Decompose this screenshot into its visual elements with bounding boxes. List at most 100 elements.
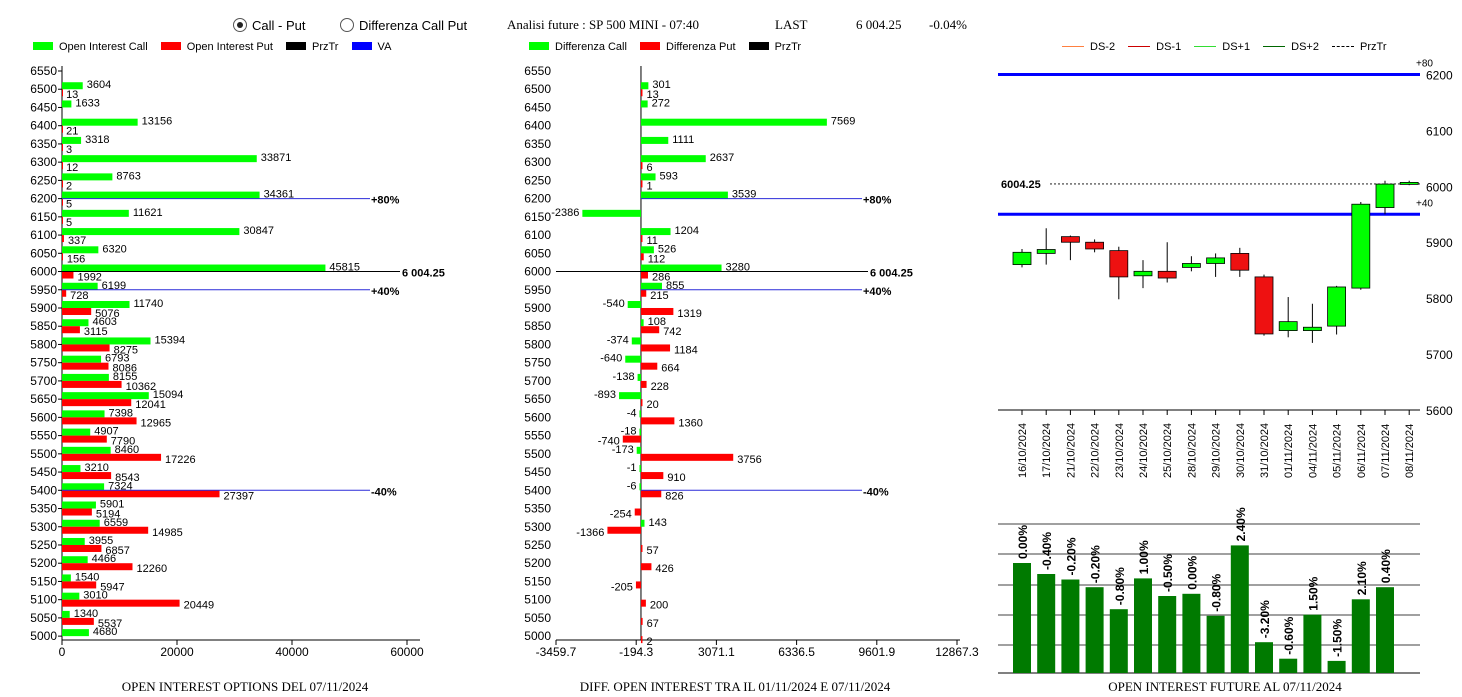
chart1-ytick-label: 5800	[30, 337, 57, 351]
chart4-bar	[1182, 593, 1201, 673]
chart1-ytick-label: 6400	[30, 119, 57, 133]
chart2-level-label: -40%	[863, 486, 889, 498]
chart1-call-bar	[62, 264, 326, 272]
chart1-ytick-label: 6550	[30, 64, 57, 78]
chart2-put-label: 664	[661, 363, 679, 375]
chart2-call-bar	[640, 191, 728, 199]
chart1-ytick-label: 6150	[30, 210, 57, 224]
chart1-call-bar	[62, 100, 72, 108]
chart2-ytick-label: 5550	[524, 429, 551, 443]
chart2-call-bar	[640, 246, 654, 254]
chart1-call-bar	[62, 465, 81, 473]
chart3-candle-body	[1303, 326, 1322, 331]
chart1-put-bar	[62, 581, 97, 589]
legend-przt-dashed-label: PrzTr	[1360, 41, 1387, 53]
chart4-bar	[1158, 596, 1177, 673]
chart1-xtick-label: 20000	[160, 645, 194, 659]
chart1-put-label: 8086	[112, 363, 136, 375]
chart4-bar	[1327, 660, 1346, 673]
chart1-call-bar	[62, 118, 138, 126]
chart1-call-bar	[62, 337, 151, 345]
chart2-put-label: 11	[646, 235, 657, 247]
chart1-put-bar	[62, 544, 102, 552]
chart4-bar-label: 2.40%	[1234, 507, 1248, 541]
chart4-bar	[1013, 563, 1031, 673]
chart2-put-bar	[640, 617, 643, 625]
chart1-call-bar	[62, 155, 257, 163]
chart1-call-label: 30847	[243, 225, 274, 237]
chart3-date-label: 01/11/2024	[1283, 424, 1295, 478]
chart1-ytick-label: 5850	[30, 319, 57, 333]
radio-differenza[interactable]: Differenza Call Put	[340, 18, 467, 33]
chart2-level-label: 6 004.25	[870, 268, 913, 280]
chart2-ytick-label: 6200	[524, 192, 551, 206]
chart4-bar	[1279, 658, 1298, 673]
chart2-call-bar	[640, 136, 669, 144]
chart2-put-label: 20	[646, 399, 658, 411]
legend-ds-p1: DS+1	[1194, 41, 1250, 53]
chart2-call-label: -18	[621, 426, 637, 438]
chart2-put-label: 1184	[674, 344, 698, 356]
chart4-bar-label: -0.80%	[1210, 573, 1224, 611]
chart3-date-label: 21/10/2024	[1065, 423, 1077, 478]
chart1-ytick-label: 5000	[30, 629, 57, 643]
chart1-put-label: 3	[66, 144, 72, 156]
chart1-put-label: 8543	[115, 472, 139, 484]
chart2-put-label: 112	[648, 253, 666, 265]
chart4-bar	[1230, 545, 1249, 673]
chart2-ytick-label: 6100	[524, 228, 551, 242]
chart2-call-bar	[631, 337, 641, 345]
chart2-ytick-label: 5150	[524, 574, 551, 588]
chart1-call-bar	[62, 519, 100, 527]
chart4-bar-label: -0.40%	[1040, 532, 1054, 570]
chart1-ytick-label: 6100	[30, 228, 57, 242]
chart2-ytick-label: 6250	[524, 173, 551, 187]
chart2-call-bar	[636, 446, 641, 454]
chart3-date-label: 23/10/2024	[1114, 423, 1126, 478]
chart2-put-bar	[640, 380, 647, 388]
chart4-bar-label: 0.40%	[1379, 549, 1393, 583]
chart3-ytick-label: 6200	[1426, 68, 1453, 82]
chart1-put-label: 156	[67, 253, 85, 265]
chart2-call-bar	[625, 355, 641, 363]
chart1-xtick-label: 60000	[390, 645, 424, 659]
legend-przt-label: PrzTr	[312, 41, 339, 53]
caption-diff: DIFF. OPEN INTEREST TRA IL 01/11/2024 E …	[579, 679, 891, 694]
chart2-put-bar	[640, 453, 734, 461]
chart2-xtick-label: 6336.5	[778, 645, 815, 659]
chart1-level-label: -40%	[371, 486, 397, 498]
chart3-va-label: +40	[1416, 198, 1433, 209]
chart3-candle-body	[1351, 203, 1371, 289]
chart1-ytick-label: 5100	[30, 593, 57, 607]
chart1-call-bar	[62, 173, 113, 181]
chart2-call-bar	[639, 410, 641, 418]
chart2-put-bar	[640, 490, 662, 498]
legend-options: Open Interest Call Open Interest Put Prz…	[33, 41, 401, 53]
chart2-ytick-label: 6550	[524, 64, 551, 78]
chart1-ytick-label: 5600	[30, 410, 57, 424]
chart1-ytick-label: 5150	[30, 574, 57, 588]
chart1-put-bar	[62, 125, 63, 133]
chart1-put-bar	[62, 380, 122, 388]
caption-future: OPEN INTEREST FUTURE AL 07/11/2024	[1108, 679, 1342, 694]
chart3-candle-body	[1061, 236, 1080, 243]
chart3-candle-body	[1036, 249, 1056, 254]
chart1-call-label: 4907	[94, 426, 118, 438]
chart1-put-label: 5	[66, 217, 72, 229]
chart1-call-label: 11740	[134, 298, 164, 310]
legend-diff-call-label: Differenza Call	[555, 41, 627, 53]
chart2-put-label: 910	[667, 472, 685, 484]
chart2-ytick-label: 6000	[524, 265, 551, 279]
chart2-call-label: -893	[594, 389, 616, 401]
chart1-put-label: 2	[66, 180, 72, 192]
chart3-date-label: 24/10/2024	[1138, 423, 1150, 478]
chart1-put-label: 5947	[100, 581, 124, 593]
chart1-call-bar	[62, 209, 129, 217]
chart2-call-bar	[640, 82, 649, 90]
chart1-call-label: 4603	[92, 316, 116, 328]
chart3-date-label: 08/11/2024	[1404, 424, 1416, 478]
chart1-ytick-label: 5400	[30, 483, 57, 497]
chart1-call-bar	[62, 300, 130, 308]
radio-call-put[interactable]: Call - Put	[233, 18, 305, 33]
chart3-ytick-label: 6000	[1426, 180, 1453, 194]
